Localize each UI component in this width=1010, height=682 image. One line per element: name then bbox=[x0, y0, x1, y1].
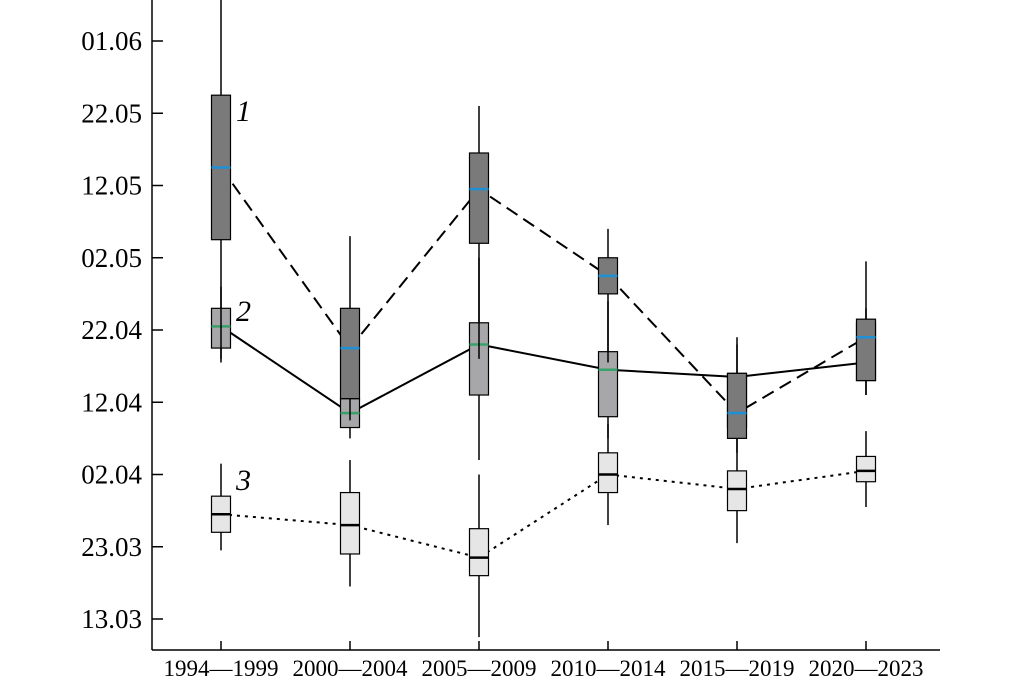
x-tick-label: 2000—2004 bbox=[293, 656, 409, 681]
y-tick-label: 13.03 bbox=[81, 604, 142, 634]
y-tick-label: 01.06 bbox=[81, 26, 142, 56]
box-series-1 bbox=[597, 228, 619, 363]
box bbox=[597, 452, 619, 494]
x-tick-label: 2010—2014 bbox=[551, 656, 667, 681]
box bbox=[468, 528, 490, 577]
series-line-1 bbox=[220, 166, 867, 415]
box-series-1 bbox=[855, 261, 877, 396]
box bbox=[726, 470, 748, 512]
box bbox=[726, 372, 748, 439]
series-labels: 1 2 3 bbox=[235, 95, 251, 497]
box-series-1 bbox=[339, 236, 361, 421]
box bbox=[855, 318, 877, 382]
y-tick-label: 12.04 bbox=[81, 387, 142, 417]
box-series-3 bbox=[210, 463, 232, 551]
series-line-2 bbox=[220, 325, 867, 415]
y-tick-label: 02.04 bbox=[81, 460, 142, 490]
x-tick-label: 2015—2019 bbox=[680, 656, 795, 681]
y-tick-label: 12.05 bbox=[81, 171, 142, 201]
series-line-3 bbox=[220, 469, 867, 559]
box-series-3 bbox=[726, 445, 748, 544]
x-tick-label: 2020—2023 bbox=[809, 656, 924, 681]
y-tick-label: 02.05 bbox=[81, 243, 142, 273]
series-label-1: 1 bbox=[236, 95, 251, 128]
box-series-3 bbox=[855, 431, 877, 508]
box-series-3 bbox=[468, 474, 490, 638]
box-series-1 bbox=[726, 344, 748, 453]
series-label-2: 2 bbox=[236, 295, 251, 328]
series-label-3: 3 bbox=[235, 464, 251, 497]
box-series-1 bbox=[468, 106, 490, 359]
x-tick-label: 2005—2009 bbox=[422, 656, 537, 681]
y-tick-label: 23.03 bbox=[81, 532, 142, 562]
box-series-1 bbox=[210, 0, 232, 363]
y-tick-label: 22.04 bbox=[81, 315, 142, 345]
box-series-3 bbox=[339, 460, 361, 587]
y-tick-label: 22.05 bbox=[81, 98, 142, 128]
box bbox=[855, 455, 877, 483]
box-series-3 bbox=[597, 423, 619, 526]
x-tick-label: 1994—1999 bbox=[164, 656, 279, 681]
axes: 13.03 23.03 02.04 12.04 22.04 02.05 12.05 22.05… bbox=[81, 0, 940, 681]
box bbox=[339, 491, 361, 555]
box bbox=[339, 307, 361, 400]
box bbox=[468, 152, 490, 244]
series-lines bbox=[220, 166, 867, 559]
boxes bbox=[210, 0, 877, 638]
